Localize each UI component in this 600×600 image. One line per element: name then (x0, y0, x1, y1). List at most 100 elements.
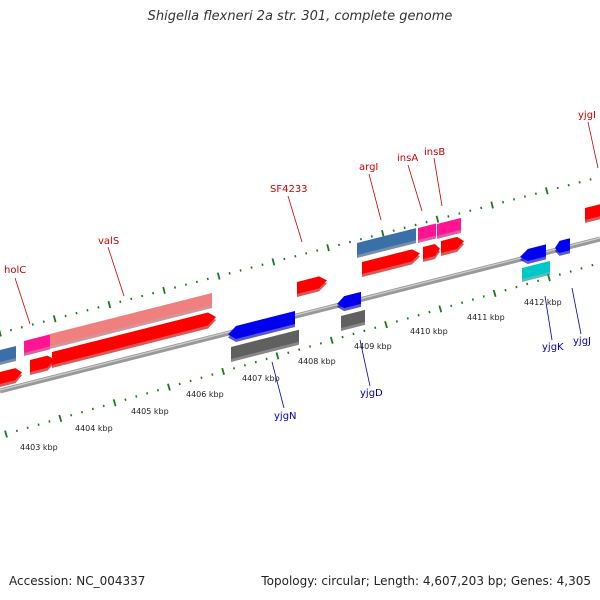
upper-tick (567, 183, 570, 187)
scale-label: 4407 kbp (242, 374, 280, 383)
cds-forward (30, 355, 55, 375)
lower-tick (580, 267, 583, 270)
rna-feature (0, 345, 16, 365)
lower-tick (329, 336, 334, 344)
upper-tick (523, 195, 526, 198)
upper-tick (107, 300, 112, 309)
callout-line-argI (368, 173, 382, 221)
lower-tick (374, 326, 377, 330)
upper-tick (271, 258, 276, 266)
lower-tick (482, 295, 485, 298)
callout-line-valS (107, 246, 125, 297)
upper-tick (435, 215, 440, 223)
upper-tick (86, 308, 89, 312)
upper-tick (556, 186, 559, 190)
upper-tick (545, 187, 549, 195)
trna-feature-holC (24, 334, 50, 356)
upper-tick (64, 314, 67, 318)
upper-tick (20, 326, 23, 329)
upper-tick (152, 291, 155, 295)
upper-tick (414, 223, 417, 227)
cds-forward-argI (362, 249, 420, 277)
lower-tick (537, 279, 540, 283)
lower-tick (287, 351, 290, 355)
lower-tick (417, 313, 420, 317)
lower-tick (4, 430, 8, 438)
lower-tick (591, 263, 594, 267)
upper-tick (403, 226, 406, 230)
upper-tick (469, 209, 472, 212)
callout-line-insB (433, 157, 443, 207)
lower-tick (461, 301, 464, 305)
cds-forward (0, 368, 22, 387)
lower-tick (167, 383, 171, 391)
upper-tick (261, 263, 264, 267)
gene-label-yjgI: yjgI (578, 110, 596, 121)
upper-tick (173, 286, 177, 289)
upper-tick (75, 311, 78, 315)
gene-callouts: holC valS SF4233 argI insA insB yjgI yjg… (4, 110, 599, 422)
upper-tick (370, 235, 373, 238)
upper-tick (0, 329, 2, 337)
upper-tick (52, 315, 57, 323)
lower-tick (135, 395, 138, 398)
upper-tick (294, 254, 297, 258)
lower-tick (200, 376, 203, 380)
upper-tick (130, 297, 133, 301)
scale-labels: 4403 kbp 4404 kbp 4405 kbp 4406 kbp 4407… (20, 298, 562, 452)
upper-tick (425, 220, 428, 224)
lower-tick (384, 320, 388, 329)
upper-tick (195, 280, 198, 284)
lower-tick (26, 426, 29, 430)
cds-forward (441, 236, 464, 256)
lower-tick (221, 367, 225, 376)
accession-text: Accession: NC_004337 (9, 574, 146, 588)
lower-tick (70, 413, 73, 417)
upper-tick (447, 215, 450, 218)
lower-tick (558, 273, 561, 276)
lower-tick (438, 305, 443, 313)
scale-label: 4412 kbp (524, 298, 562, 307)
upper-tick (578, 181, 581, 184)
scale-label: 4410 kbp (410, 327, 448, 336)
callout-line-yjgK (544, 295, 553, 341)
upper-tick (480, 206, 483, 210)
upper-tick (490, 201, 494, 209)
lower-tick (156, 388, 160, 392)
gene-label-valS: valS (98, 236, 119, 247)
pseudo-feature-valS (50, 293, 212, 349)
scale-label: 4404 kbp (75, 424, 113, 433)
lower-tick (341, 335, 344, 339)
upper-tick (502, 200, 505, 204)
gray-feature (341, 309, 365, 331)
lower-tick (243, 363, 246, 367)
lower-tick (428, 310, 431, 314)
upper-tick (381, 229, 385, 238)
cds-forward-valS (52, 312, 216, 368)
lower-tick (275, 352, 280, 360)
scale-label: 4408 kbp (298, 357, 336, 366)
upper-tick (338, 243, 341, 247)
lower-tick (569, 270, 572, 273)
upper-tick (141, 294, 144, 298)
scale-label: 4406 kbp (186, 390, 224, 399)
lower-tick (58, 414, 63, 422)
lower-tick (526, 282, 529, 286)
cds-reverse-yjgJ (555, 238, 570, 256)
upper-tick (184, 283, 187, 286)
rna-feature-argI (357, 228, 416, 258)
lower-tick (211, 373, 214, 376)
callout-line-insA (407, 164, 423, 212)
upper-tick (316, 249, 319, 252)
gene-label-insA: insA (397, 153, 418, 164)
gene-label-yjgN: yjgN (274, 411, 297, 422)
upper-tick (31, 323, 34, 326)
lower-tick (15, 429, 18, 433)
upper-tick (97, 306, 100, 309)
callout-line-yjgJ (571, 287, 582, 335)
upper-tick (326, 244, 330, 252)
scale-label: 4405 kbp (131, 407, 169, 416)
lower-tick (232, 367, 236, 370)
genome-backbone (0, 236, 600, 394)
cds-reverse-yjgN (228, 311, 295, 342)
